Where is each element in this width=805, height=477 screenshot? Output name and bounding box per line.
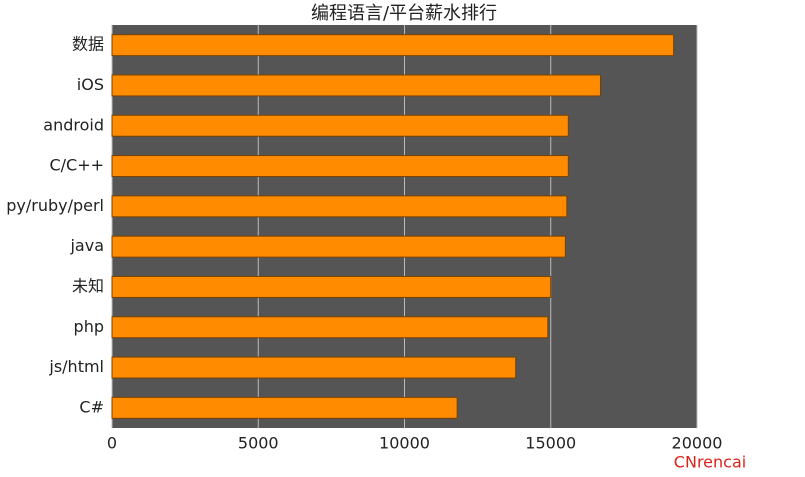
bar (111, 74, 601, 97)
chart-title: 编程语言/平台薪水排行 (311, 3, 497, 24)
bar (111, 155, 569, 178)
bar (111, 356, 517, 379)
bar (111, 34, 675, 57)
bar (111, 396, 458, 419)
x-tick-label: 15000 (525, 434, 576, 453)
x-tick-label: 0 (107, 434, 117, 453)
y-tick-label: py/ruby/perl (6, 196, 104, 215)
bar (111, 316, 549, 339)
y-tick-label: 未知 (72, 276, 104, 295)
x-tick-label: 5000 (238, 434, 279, 453)
y-tick-label: js/html (48, 357, 104, 376)
y-tick-label: C# (79, 397, 104, 416)
x-tick-label: 10000 (379, 434, 430, 453)
bar (111, 275, 552, 298)
bar (111, 195, 568, 218)
y-tick-label: php (74, 317, 104, 336)
watermark: CNrencai (674, 453, 746, 472)
y-tick-label: 数据 (72, 35, 104, 54)
bar (111, 114, 569, 137)
bar (111, 235, 566, 258)
x-tick-label: 20000 (672, 434, 723, 453)
y-tick-label: C/C++ (49, 156, 104, 175)
y-tick-label: java (69, 236, 104, 255)
y-tick-label: iOS (77, 75, 104, 94)
y-tick-label: android (43, 115, 104, 134)
